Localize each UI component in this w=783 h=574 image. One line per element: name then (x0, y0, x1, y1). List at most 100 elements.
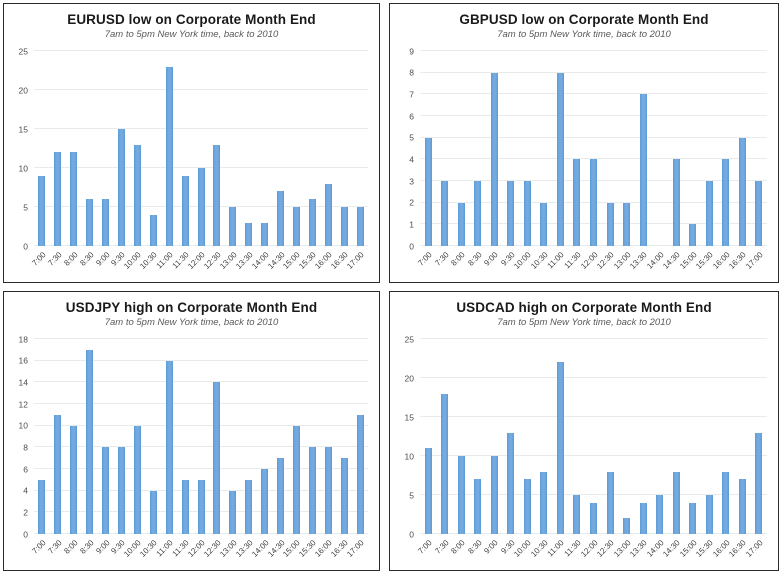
bar-1330 (639, 94, 647, 246)
bar-1130 (573, 495, 581, 534)
bar-1100 (556, 72, 564, 246)
bar-730 (54, 152, 62, 246)
gridline (34, 338, 368, 339)
y-axis-tick-label: 0 (23, 528, 28, 539)
bar-800 (70, 425, 78, 534)
bar-900 (490, 456, 498, 534)
y-axis-tick-label: 5 (409, 132, 414, 143)
bar-1200 (590, 159, 597, 246)
bar-1000 (523, 181, 531, 246)
gridline (420, 50, 767, 51)
y-axis-tick-label: 14 (18, 377, 28, 388)
bar-830 (474, 479, 482, 534)
chart-title: GBPUSD low on Corporate Month End (459, 12, 709, 27)
y-axis-tick-label: 15 (404, 411, 414, 422)
bar-930 (507, 181, 515, 246)
bar-1600 (324, 183, 332, 246)
bar-1500 (689, 502, 697, 534)
bar-1000 (133, 425, 141, 534)
gridline (420, 71, 767, 73)
y-axis-tick-label: 20 (18, 84, 28, 95)
gridline (34, 128, 368, 129)
bar-1230 (213, 144, 221, 246)
bar-1330 (639, 502, 647, 534)
bar-1030 (540, 471, 548, 534)
bar-1630 (340, 207, 348, 246)
bar-1200 (197, 168, 205, 246)
bar-1130 (181, 479, 189, 534)
bar-1030 (149, 490, 157, 534)
bar-1100 (165, 360, 173, 534)
y-axis-tick-label: 10 (18, 162, 28, 173)
bar-1030 (540, 202, 548, 246)
gridline (34, 89, 368, 90)
gridline (34, 446, 368, 448)
bar-1430 (277, 458, 285, 534)
y-axis-tick-label: 1 (409, 219, 414, 230)
y-axis-tick-label: 10 (18, 420, 28, 431)
y-axis-tick-label: 9 (409, 45, 414, 56)
y-axis-tick-label: 8 (23, 442, 28, 453)
bar-1400 (656, 495, 664, 534)
gridline (420, 455, 767, 456)
bar-1230 (606, 471, 614, 534)
bar-730 (441, 181, 449, 246)
bar-1630 (340, 458, 348, 534)
bar-1330 (245, 479, 253, 534)
bar-930 (507, 432, 515, 534)
bar-1230 (213, 382, 221, 534)
y-axis-tick-label: 5 (409, 489, 414, 500)
chart-panel-gbpusd-low: GBPUSD low on Corporate Month End 7am to… (389, 3, 779, 283)
bar-1030 (149, 214, 157, 246)
gridline (34, 468, 368, 470)
bar-1700 (356, 207, 364, 246)
y-axis-tick-label: 5 (23, 201, 28, 212)
bar-700 (424, 448, 432, 534)
gridline (34, 403, 368, 405)
y-axis-tick-label: 2 (409, 197, 414, 208)
y-axis-tick-label: 25 (404, 333, 414, 344)
chart-subtitle: 7am to 5pm New York time, back to 2010 (497, 317, 671, 328)
bar-730 (441, 393, 449, 534)
bar-800 (457, 202, 465, 246)
chart-title: USDJPY high on Corporate Month End (65, 300, 318, 315)
chart-title: USDCAD high on Corporate Month End (456, 300, 712, 315)
y-axis-tick-label: 0 (409, 528, 414, 539)
bar-1700 (755, 432, 763, 534)
bar-1300 (229, 490, 237, 534)
bar-1000 (133, 144, 141, 246)
bar-1300 (623, 518, 631, 534)
y-axis-tick-label: 6 (409, 110, 414, 121)
bar-830 (86, 349, 94, 534)
gridline (420, 158, 767, 160)
gridline (420, 93, 767, 95)
bar-1130 (573, 159, 581, 246)
bar-1500 (292, 207, 300, 246)
bar-1430 (277, 191, 285, 246)
bar-700 (424, 137, 432, 246)
bar-1430 (672, 159, 680, 246)
bar-1330 (245, 222, 253, 246)
bar-700 (38, 479, 46, 534)
gridline (420, 338, 767, 339)
bar-1000 (523, 479, 531, 534)
gridline (34, 381, 368, 383)
chart-subtitle: 7am to 5pm New York time, back to 2010 (497, 29, 671, 40)
gridline (34, 50, 368, 51)
bar-1630 (738, 479, 746, 534)
bar-700 (38, 175, 46, 246)
gridline (420, 416, 767, 417)
bar-900 (102, 199, 110, 246)
y-axis-tick-label: 25 (18, 45, 28, 56)
bar-1300 (229, 207, 237, 246)
y-axis-tick-label: 16 (18, 355, 28, 366)
chart-subtitle: 7am to 5pm New York time, back to 2010 (104, 29, 279, 40)
bar-1100 (165, 66, 173, 246)
bar-1600 (324, 447, 332, 534)
y-axis-tick-label: 8 (409, 67, 414, 78)
y-axis-tick-label: 6 (23, 463, 28, 474)
bar-1530 (705, 495, 713, 534)
gridline (34, 167, 368, 168)
bar-1130 (181, 175, 189, 246)
